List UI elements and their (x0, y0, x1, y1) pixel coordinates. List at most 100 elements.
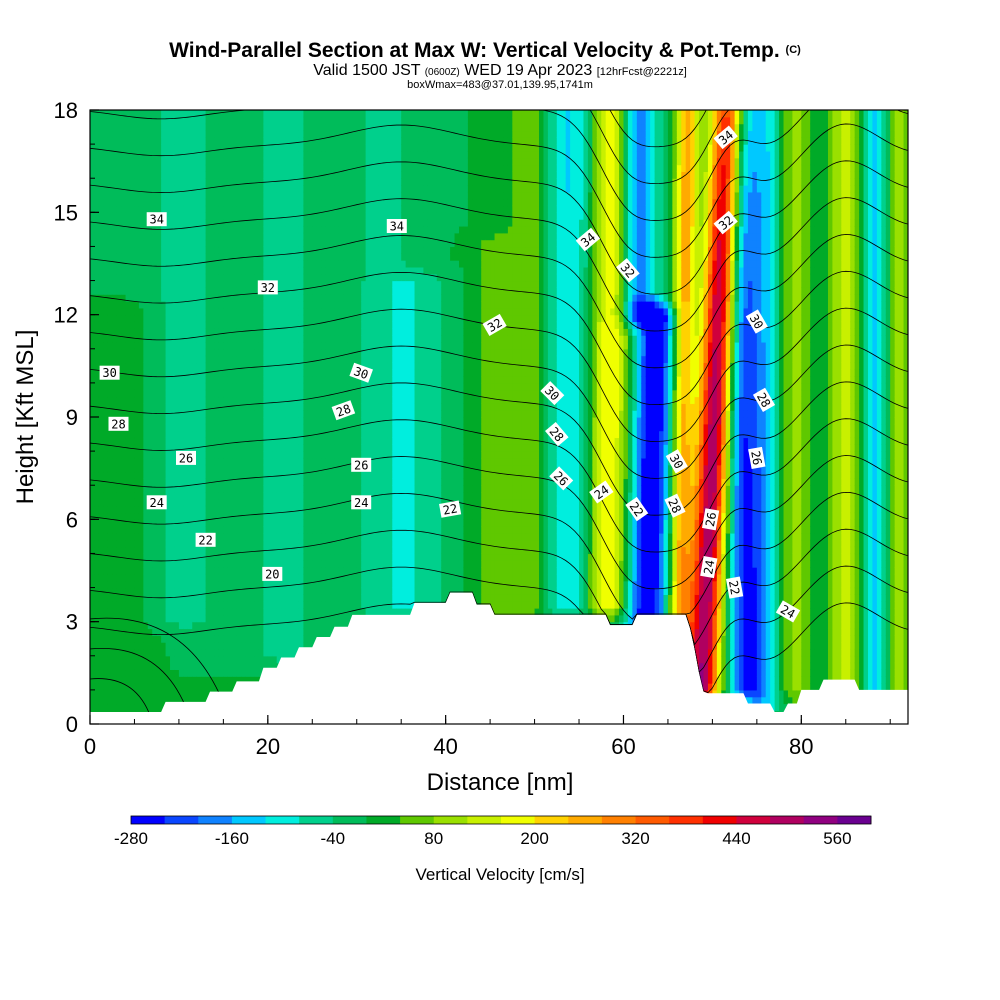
heatmap-cell (121, 444, 127, 452)
heatmap-cell (138, 492, 144, 500)
heatmap-cell (312, 232, 318, 241)
heatmap-cell (196, 130, 202, 138)
heatmap-cell (294, 539, 300, 548)
heatmap-cell (303, 130, 309, 138)
heatmap-cell (316, 628, 322, 636)
heatmap-cell (218, 423, 224, 432)
heatmap-cell (156, 198, 162, 207)
heatmap-cell (307, 457, 313, 466)
heatmap-cell (258, 498, 264, 507)
heatmap-cell (285, 642, 291, 650)
heatmap-cell (94, 526, 100, 534)
heatmap-cell (103, 703, 109, 711)
heatmap-cell (174, 191, 180, 200)
heatmap-cell (201, 601, 207, 609)
heatmap-cell (290, 628, 296, 636)
heatmap-cell (250, 614, 256, 623)
heatmap-cell (272, 519, 278, 527)
heatmap-cell (90, 526, 96, 534)
heatmap-cell (258, 396, 264, 404)
heatmap-cell (90, 437, 96, 445)
heatmap-cell (330, 225, 336, 234)
heatmap-cell (241, 519, 247, 527)
heatmap-cell (103, 430, 109, 439)
heatmap-cell (130, 505, 136, 514)
heatmap-cell (147, 232, 153, 241)
heatmap-cell (330, 519, 336, 527)
heatmap-cell (258, 341, 264, 350)
heatmap-cell (205, 123, 211, 132)
heatmap-cell (263, 396, 269, 404)
heatmap-cell (316, 307, 322, 316)
heatmap-cell (143, 635, 149, 643)
heatmap-cell (130, 164, 136, 172)
heatmap-cell (90, 423, 96, 432)
heatmap-cell (152, 635, 158, 643)
heatmap-cell (307, 382, 313, 391)
heatmap-cell (267, 478, 273, 486)
heatmap-cell (94, 512, 100, 520)
heatmap-cell (285, 451, 291, 459)
heatmap-cell (134, 198, 140, 207)
heatmap-cell (236, 130, 242, 138)
heatmap-cell (236, 314, 242, 323)
heatmap-cell (152, 266, 158, 275)
heatmap-cell (316, 130, 322, 138)
heatmap-cell (130, 280, 136, 288)
heatmap-cell (116, 321, 122, 329)
heatmap-cell (241, 198, 247, 207)
heatmap-cell (227, 410, 233, 418)
heatmap-cell (196, 587, 202, 595)
heatmap-cell (210, 191, 216, 200)
heatmap-cell (316, 294, 322, 302)
heatmap-cell (112, 376, 118, 384)
heatmap-cell (250, 171, 256, 179)
heatmap-cell (170, 178, 176, 186)
heatmap-cell (272, 164, 278, 172)
heatmap-cell (267, 205, 273, 213)
heatmap-cell (321, 594, 327, 602)
heatmap-cell (307, 526, 313, 534)
heatmap-cell (294, 110, 300, 118)
heatmap-cell (285, 178, 291, 186)
heatmap-cell (90, 198, 96, 207)
heatmap-cell (214, 471, 220, 479)
heatmap-cell (223, 580, 229, 589)
heatmap-cell (241, 232, 247, 241)
heatmap-cell (254, 580, 260, 589)
heatmap-cell (236, 573, 242, 582)
heatmap-cell (285, 457, 291, 466)
heatmap-cell (90, 389, 96, 398)
heatmap-cell (170, 526, 176, 534)
heatmap-cell (330, 212, 336, 220)
heatmap-cell (281, 485, 287, 493)
heatmap-cell (156, 526, 162, 534)
heatmap-cell (258, 669, 264, 677)
heatmap-cell (210, 144, 216, 152)
heatmap-cell (161, 464, 167, 473)
heatmap-cell (263, 580, 269, 589)
heatmap-cell (214, 157, 220, 166)
heatmap-cell (263, 471, 269, 479)
heatmap-cell (316, 587, 322, 595)
heatmap-cell (121, 246, 127, 254)
heatmap-cell (294, 219, 300, 227)
heatmap-cell (218, 519, 224, 527)
heatmap-cell (218, 396, 224, 404)
heatmap-cell (196, 191, 202, 200)
heatmap-cell (201, 137, 207, 145)
heatmap-cell (161, 280, 167, 288)
heatmap-cell (112, 471, 118, 479)
heatmap-cell (138, 212, 144, 220)
heatmap-cell (298, 150, 304, 159)
heatmap-cell (130, 676, 136, 684)
heatmap-cell (294, 328, 300, 336)
heatmap-cell (290, 130, 296, 138)
heatmap-cell (165, 655, 171, 664)
heatmap-cell (165, 594, 171, 602)
heatmap-cell (316, 539, 322, 548)
heatmap-cell (272, 662, 278, 671)
heatmap-cell (143, 150, 149, 159)
heatmap-cell (285, 567, 291, 575)
heatmap-cell (236, 205, 242, 213)
